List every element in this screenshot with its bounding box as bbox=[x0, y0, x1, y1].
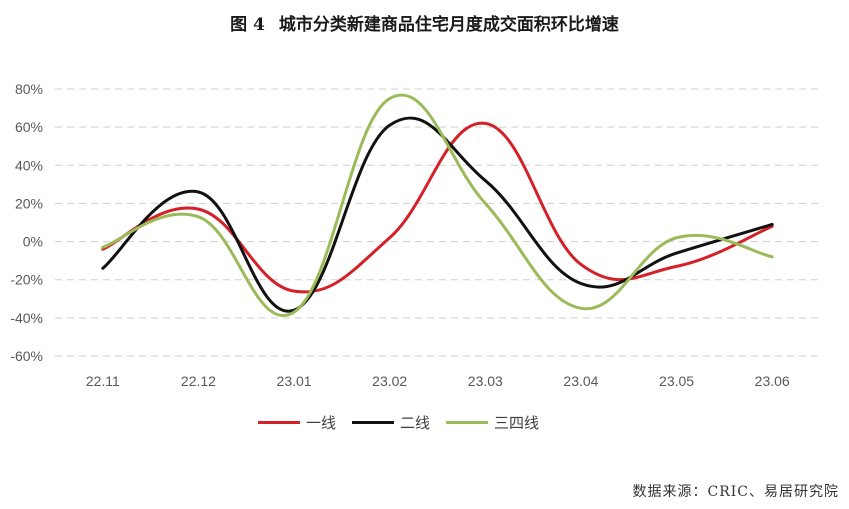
legend-swatch-tier1 bbox=[258, 421, 300, 424]
series-line-tier1 bbox=[101, 121, 774, 294]
y-tick-label: -40% bbox=[10, 310, 43, 326]
x-tick-label: 23.04 bbox=[563, 373, 598, 389]
title-text: 城市分类新建商品住宅月度成交面积环比增速 bbox=[278, 15, 619, 35]
y-tick-label: 40% bbox=[15, 157, 43, 173]
legend-label-tier1: 一线 bbox=[306, 414, 337, 432]
chart-title: 图 4 城市分类新建商品住宅月度成交面积环比增速 bbox=[0, 10, 849, 35]
series-line-tier2 bbox=[101, 116, 774, 313]
x-tick-label: 23.01 bbox=[277, 373, 312, 389]
source-note: 数据来源：CRIC、易居研究院 bbox=[632, 484, 839, 500]
series-lines bbox=[101, 93, 774, 317]
y-tick-label: -20% bbox=[10, 272, 43, 288]
x-tick-label: 23.05 bbox=[659, 373, 694, 389]
x-tick-label: 22.12 bbox=[181, 373, 216, 389]
x-axis-ticks: 22.11 22.12 23.01 23.02 23.03 23.04 23.05 23.06 bbox=[86, 373, 790, 389]
y-tick-label: -60% bbox=[10, 348, 43, 364]
x-tick-label: 23.03 bbox=[468, 373, 503, 389]
gridlines bbox=[55, 88, 820, 357]
legend-label-tier2: 二线 bbox=[400, 414, 431, 432]
y-axis-ticks: 80% 60% 40% 20% 0% -20% -40% -60% bbox=[10, 81, 43, 364]
legend-item-tier1: 一线 bbox=[258, 412, 336, 433]
legend-item-tier34: 三四线 bbox=[446, 412, 539, 433]
x-tick-label: 23.02 bbox=[372, 373, 407, 389]
legend-label-tier34: 三四线 bbox=[494, 414, 540, 432]
y-tick-label: 80% bbox=[15, 81, 43, 97]
series-line-tier34 bbox=[101, 93, 774, 317]
figure-number: 图 4 bbox=[230, 15, 265, 35]
legend-swatch-tier34 bbox=[446, 421, 489, 424]
legend: 一线 二线 三四线 bbox=[258, 412, 539, 433]
y-tick-label: 20% bbox=[15, 195, 43, 211]
y-tick-label: 0% bbox=[23, 234, 43, 250]
legend-item-tier2: 二线 bbox=[352, 412, 430, 433]
legend-swatch-tier2 bbox=[352, 421, 395, 424]
y-tick-label: 60% bbox=[15, 119, 43, 135]
x-tick-label: 22.11 bbox=[86, 373, 120, 389]
x-tick-label: 23.06 bbox=[755, 373, 790, 389]
